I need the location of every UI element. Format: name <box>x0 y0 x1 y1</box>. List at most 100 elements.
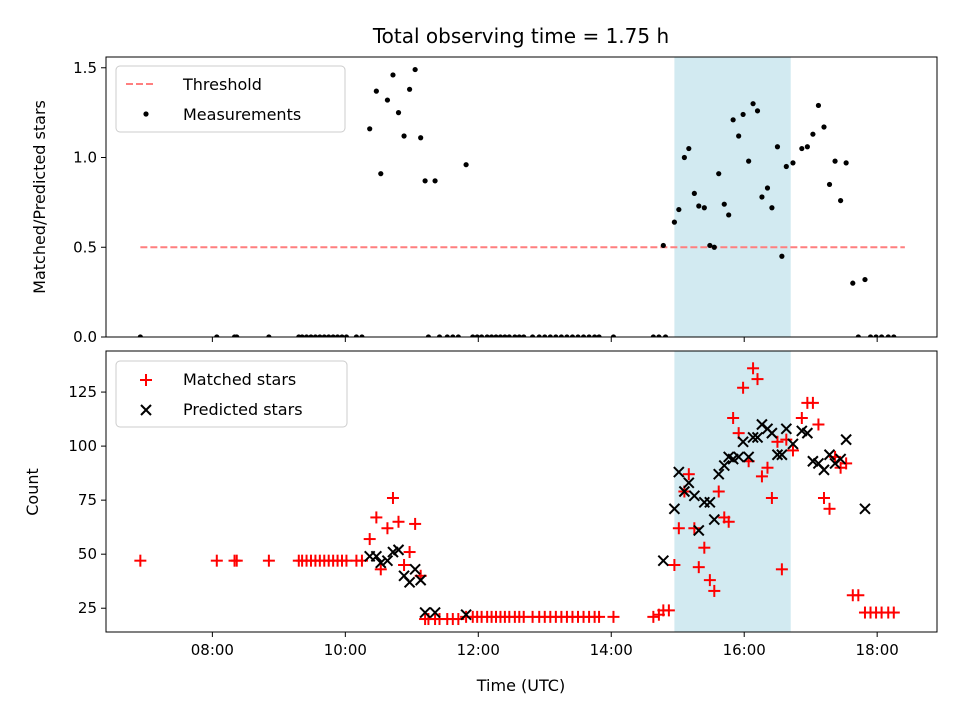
measurement-point <box>681 154 687 161</box>
matched-star-point <box>712 485 725 498</box>
measurement-point <box>662 334 669 337</box>
predicted-star-point <box>834 453 847 465</box>
matched-star-point <box>755 470 768 483</box>
y-tick-label: 0.0 <box>73 328 97 346</box>
measurement-point <box>479 334 485 337</box>
matched-star-point <box>887 606 900 619</box>
matched-star-point <box>747 362 760 375</box>
predicted-star-point-b <box>780 423 793 435</box>
y-tick-label: 100 <box>68 437 97 455</box>
matched-star-point <box>381 522 394 535</box>
measurement-point <box>553 334 559 337</box>
matched-star-point <box>751 373 764 386</box>
measurement-point <box>450 334 456 337</box>
matched-star-point <box>761 461 774 474</box>
measurement-point <box>754 108 761 114</box>
measurement-point <box>353 334 360 337</box>
matched-star-point <box>698 541 711 554</box>
count-panel-frame <box>105 350 938 633</box>
predicted-star-point-b <box>787 438 799 450</box>
x-tick-label: 16:00 <box>723 641 766 659</box>
y-tick-label: 50 <box>78 545 97 563</box>
measurement-point <box>521 334 527 337</box>
predicted-legend-swatch <box>140 404 152 416</box>
matched-star-point <box>703 574 716 587</box>
measurement-point <box>493 334 499 337</box>
x-tick-label: 18:00 <box>856 641 899 659</box>
predicted-star-point <box>657 554 670 567</box>
measurement-point <box>484 334 490 337</box>
predicted-star-point <box>381 554 394 567</box>
predicted-star-point <box>787 438 799 450</box>
measurement-point <box>586 334 592 337</box>
matched-star-point <box>812 418 825 431</box>
predicted-star-point <box>859 503 871 515</box>
predicted-star-point <box>693 524 705 537</box>
measurement-point <box>569 334 576 337</box>
matched-legend-swatch <box>140 374 152 386</box>
measurement-point <box>721 201 727 207</box>
predicted-star-point-b <box>392 544 405 556</box>
measurement-point <box>580 334 587 337</box>
measurement-point <box>470 334 476 337</box>
matched-star-point <box>692 561 705 574</box>
measurement-point <box>312 334 319 337</box>
ratio-x-ticks <box>211 337 878 342</box>
measurement-point <box>691 190 697 197</box>
predicted-star-point <box>780 423 793 435</box>
predicted-star-point-b <box>693 524 705 537</box>
predicted-star-point-b <box>722 451 735 463</box>
measurement-point <box>610 334 617 337</box>
x-tick-label: 14:00 <box>590 641 633 659</box>
predicted-star-point-b <box>375 557 387 569</box>
measurement-point <box>390 72 396 78</box>
predicted-star-point <box>403 576 416 588</box>
y-tick-label: 1.0 <box>73 149 97 167</box>
measurement-point <box>463 162 469 168</box>
predicted-star-point <box>823 449 836 461</box>
measurement-point <box>425 334 432 337</box>
measurement-point <box>676 206 682 213</box>
measurement-point <box>266 334 272 337</box>
measurement-point <box>696 203 702 209</box>
matched-star-point <box>370 511 383 524</box>
matched-star-point <box>780 433 793 446</box>
ratio-marks <box>137 66 905 337</box>
measurement-point <box>740 111 746 118</box>
predicted-star-point-b <box>732 451 745 463</box>
predicted-star-point <box>732 451 745 463</box>
matched-star-point <box>688 522 701 535</box>
predicted-star-point <box>776 449 788 461</box>
measurement-point <box>542 334 548 337</box>
measurement-point <box>401 133 407 139</box>
measurement-point <box>764 185 771 191</box>
measurement-point <box>137 334 143 337</box>
measurement-point <box>378 171 384 177</box>
measurement-point <box>317 334 323 337</box>
measurement-point <box>838 197 844 204</box>
predicted-star-point <box>673 466 685 478</box>
predicted-star-point-b <box>771 449 784 461</box>
ratio-panel-frame <box>105 56 938 338</box>
matched-legend-label: Matched stars <box>183 370 296 389</box>
measurement-point <box>488 334 495 337</box>
predicted-star-point-b <box>460 609 472 621</box>
matched-star-point <box>403 546 416 559</box>
count-y-axis-label: Count <box>23 468 42 516</box>
predicted-star-point-b <box>419 606 431 619</box>
matched-star-point <box>682 468 695 481</box>
matched-star-point <box>668 558 681 571</box>
measurement-point <box>879 334 885 337</box>
matched-star-point <box>765 491 778 504</box>
measurement-point <box>367 126 373 132</box>
ratio-y-ticks: 0.0 0.5 1.0 1.5 <box>73 59 106 346</box>
measurement-point <box>339 334 345 337</box>
predicted-star-point <box>801 427 814 439</box>
predicted-star-point-b <box>678 485 691 498</box>
measurement-point <box>592 334 598 337</box>
predicted-star-point <box>840 433 852 446</box>
measurement-point <box>885 334 891 337</box>
predicted-star-point <box>429 606 441 619</box>
measurement-point <box>716 171 722 177</box>
measurement-point <box>726 212 732 218</box>
